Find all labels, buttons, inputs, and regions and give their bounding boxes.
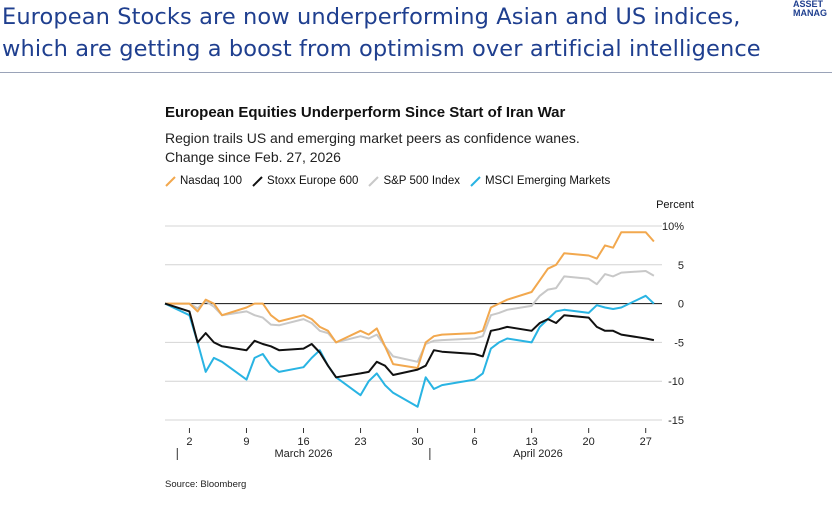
legend-item: S&P 500 Index bbox=[368, 175, 460, 187]
company-logo: ASSET MANAG bbox=[793, 0, 827, 18]
x-tick-label: 27 bbox=[640, 436, 652, 448]
chart-subtitle-date: Change since Feb. 27, 2026 bbox=[165, 149, 341, 165]
logo-text-line1: ASSET bbox=[793, 0, 824, 9]
series-line-msci-emerging-markets bbox=[164, 294, 655, 408]
legend-swatch bbox=[165, 175, 176, 187]
x-month-label: April 2026 bbox=[513, 448, 563, 460]
logo-text-line2: MANAG bbox=[793, 8, 827, 18]
legend-label: MSCI Emerging Markets bbox=[484, 175, 611, 187]
x-month-label: March 2026 bbox=[274, 448, 332, 460]
legend-swatch bbox=[252, 175, 263, 187]
y-axis-unit-label: Percent bbox=[656, 199, 694, 211]
chart-subtitle-block: Region trails US and emerging market pee… bbox=[165, 129, 580, 167]
x-tick-label: 2 bbox=[186, 436, 192, 448]
legend-swatch-line bbox=[368, 175, 380, 187]
y-tick-label: 5 bbox=[678, 260, 684, 272]
y-tick-label: 10% bbox=[662, 221, 684, 233]
series-line-stoxx-europe-600 bbox=[164, 302, 655, 379]
chart-source: Source: Bloomberg bbox=[165, 479, 247, 490]
x-tick-label: 13 bbox=[526, 436, 538, 448]
legend-item: MSCI Emerging Markets bbox=[470, 175, 610, 187]
y-tick-label: -10 bbox=[668, 376, 684, 388]
series-line-nasdaq-100 bbox=[165, 231, 655, 369]
legend-swatch bbox=[470, 175, 481, 187]
y-tick-label: -5 bbox=[674, 337, 684, 349]
x-tick-label: 30 bbox=[411, 436, 423, 448]
legend-swatch bbox=[368, 175, 380, 187]
legend-label: Nasdaq 100 bbox=[180, 175, 243, 187]
legend-swatch-line bbox=[470, 175, 481, 187]
legend-label: Stoxx Europe 600 bbox=[267, 175, 359, 187]
legend-label: S&P 500 Index bbox=[383, 175, 460, 187]
x-tick-label: 23 bbox=[354, 436, 366, 448]
y-tick-label: -15 bbox=[668, 415, 684, 427]
chart-title: European Equities Underperform Since Sta… bbox=[165, 104, 566, 121]
slide-title: European Stocks are now underperforming … bbox=[2, 4, 761, 62]
y-tick-label: 0 bbox=[678, 299, 684, 311]
series-line-s-p-500-index bbox=[165, 270, 655, 363]
x-tick-label: 9 bbox=[243, 436, 249, 448]
title-divider bbox=[0, 72, 832, 73]
x-tick-label: 6 bbox=[472, 436, 478, 448]
chart-subtitle: Region trails US and emerging market pee… bbox=[165, 130, 580, 146]
chart-legend: Nasdaq 100 Stoxx Europe 600 S&P 500 Index M… bbox=[165, 175, 610, 187]
legend-item: Stoxx Europe 600 bbox=[252, 175, 358, 187]
legend-item: Nasdaq 100 bbox=[165, 175, 242, 187]
legend-swatch-line bbox=[165, 175, 176, 187]
legend-swatch-line bbox=[252, 175, 263, 187]
x-tick-label: 16 bbox=[297, 436, 309, 448]
x-tick-label: 20 bbox=[583, 436, 595, 448]
